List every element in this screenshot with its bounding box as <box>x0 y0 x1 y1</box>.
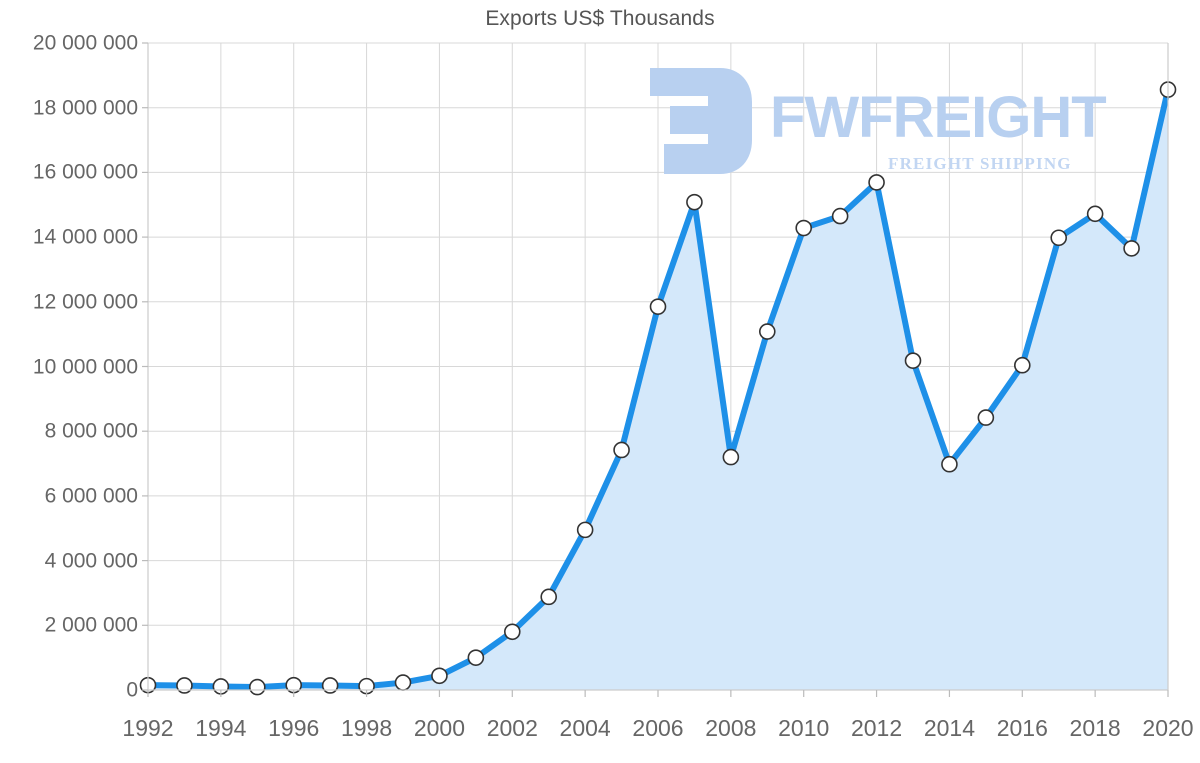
x-axis-tick-label: 2012 <box>850 715 903 741</box>
x-axis-tick-label: 1994 <box>195 715 247 741</box>
x-axis-tick-label: 2014 <box>923 715 976 741</box>
data-point-marker[interactable] <box>941 455 958 473</box>
y-axis-tick-label: 4 000 000 <box>44 549 138 573</box>
data-point-marker[interactable] <box>758 323 776 340</box>
area-fill <box>148 89 1168 690</box>
data-point-marker[interactable] <box>613 441 630 459</box>
x-axis-tick-label: 2002 <box>486 715 538 741</box>
x-axis-tick-label: 2020 <box>1142 715 1194 741</box>
data-point-marker[interactable] <box>649 298 667 315</box>
y-axis-tick-label: 2 000 000 <box>44 613 138 637</box>
data-point-marker[interactable] <box>1086 205 1104 223</box>
x-axis-tick-label: 2008 <box>705 715 757 741</box>
data-point-marker[interactable] <box>467 649 485 666</box>
x-axis-tick-label: 1992 <box>122 715 174 741</box>
y-axis-tick-label: 16 000 000 <box>32 160 138 184</box>
data-point-marker[interactable] <box>321 677 339 694</box>
y-axis-tick-label: 14 000 000 <box>32 225 138 249</box>
data-point-marker[interactable] <box>431 667 448 685</box>
data-point-marker[interactable] <box>795 219 813 237</box>
x-axis-tick-label: 1996 <box>268 715 320 741</box>
data-point-marker[interactable] <box>868 174 885 191</box>
x-axis-tick-label: 2000 <box>413 715 466 741</box>
data-point-marker[interactable] <box>1123 240 1140 257</box>
data-point-marker[interactable] <box>831 207 849 225</box>
chart-title: Exports US$ Thousands <box>485 7 715 30</box>
data-point-markers <box>139 81 1177 696</box>
data-point-marker[interactable] <box>1013 356 1031 374</box>
data-point-marker[interactable] <box>503 623 521 641</box>
data-point-marker[interactable] <box>1050 229 1068 247</box>
data-point-marker[interactable] <box>176 677 193 694</box>
x-axis-tick-label: 2006 <box>632 715 684 741</box>
data-point-marker[interactable] <box>576 521 594 539</box>
x-axis-tick-label: 2010 <box>778 715 830 741</box>
y-axis-tick-label: 20 000 000 <box>32 31 138 55</box>
axis-lines <box>142 42 1169 697</box>
y-axis-tick-label: 18 000 000 <box>32 96 138 120</box>
data-point-marker[interactable] <box>394 674 412 691</box>
data-point-marker[interactable] <box>977 409 995 426</box>
y-axis-tick-labels: 0 2 000 000 4 000 000 6 000 000 8 000 000 10 … <box>0 0 138 763</box>
y-axis-tick-label: 0 <box>126 678 138 702</box>
y-axis-tick-label: 8 000 000 <box>44 419 138 443</box>
x-axis-tick-label: 2018 <box>1069 715 1121 741</box>
data-point-marker[interactable] <box>248 678 266 696</box>
x-axis-tick-label: 2016 <box>996 715 1048 741</box>
data-point-marker[interactable] <box>904 352 922 369</box>
data-point-marker[interactable] <box>540 588 558 606</box>
data-point-marker[interactable] <box>722 448 740 466</box>
y-axis-tick-label: 6 000 000 <box>44 484 138 508</box>
x-axis-tick-label: 2004 <box>559 715 611 741</box>
x-axis-tick-labels: 1992 1994 1996 1998 2000 2002 2004 2006 2008 2010… <box>0 700 1200 740</box>
x-axis-tick-label: 1998 <box>340 715 393 741</box>
y-axis-tick-label: 12 000 000 <box>32 290 138 314</box>
y-axis-tick-label: 10 000 000 <box>32 355 138 378</box>
data-point-marker[interactable] <box>686 193 703 211</box>
